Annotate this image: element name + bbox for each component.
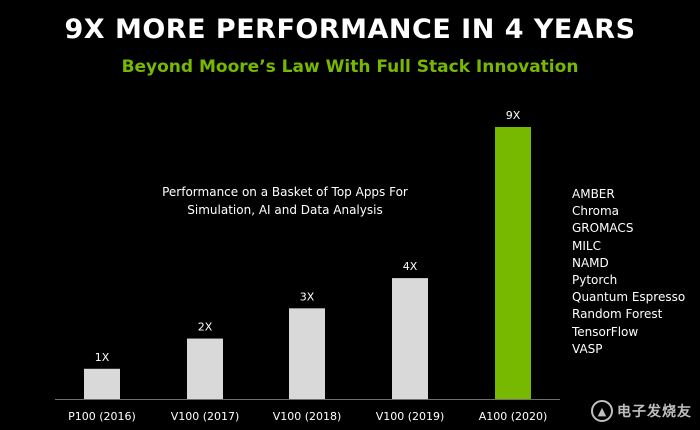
page-subtitle: Beyond Moore’s Law With Full Stack Innov… (121, 57, 579, 77)
x-tick-label: V100 (2018) (273, 410, 342, 423)
app-list-item: Pytorch (572, 273, 618, 288)
x-tick-label: A100 (2020) (479, 410, 548, 423)
annotation-line-1: Performance on a Basket of Top Apps For (162, 185, 408, 199)
data-label: 1X (95, 351, 110, 364)
app-list-item: TensorFlow (572, 324, 639, 339)
app-list-item: NAMD (572, 255, 609, 270)
watermark: ▲ 电子发烧友 (591, 400, 692, 422)
app-list: AMBER Chroma GROMACS MILC NAMD Pytorch Quantum… (572, 186, 685, 358)
data-label: 3X (300, 290, 315, 303)
data-label: 4X (403, 260, 418, 273)
bar-1 (187, 338, 223, 399)
app-list-item: Chroma (572, 204, 620, 219)
x-tick-label: P100 (2016) (68, 410, 136, 423)
watermark-text: 电子发烧友 (617, 404, 692, 420)
annotation-line-2: Simulation, AI and Data Analysis (187, 203, 383, 217)
app-list-item: AMBER (572, 187, 615, 201)
bar-2 (289, 308, 325, 399)
app-list-item: Quantum Espresso (572, 290, 686, 305)
bar-0 (84, 368, 120, 399)
page-title: 9X MORE PERFORMANCE IN 4 YEARS (64, 14, 636, 45)
electronic-enthusiast-logo-icon: ▲ (591, 400, 613, 422)
x-tick-label: V100 (2019) (376, 410, 445, 423)
data-label: 9X (506, 109, 521, 122)
app-list-item: Random Forest (572, 307, 663, 322)
bar-3 (392, 278, 428, 399)
chart-annotation: Performance on a Basket of Top Apps For … (125, 183, 445, 219)
data-label: 2X (198, 321, 213, 334)
bar-4 (495, 127, 531, 399)
app-list-item: MILC (572, 238, 601, 253)
app-list-item: GROMACS (572, 221, 634, 236)
x-tick-label: V100 (2017) (171, 410, 240, 423)
app-list-item: VASP (572, 341, 603, 356)
